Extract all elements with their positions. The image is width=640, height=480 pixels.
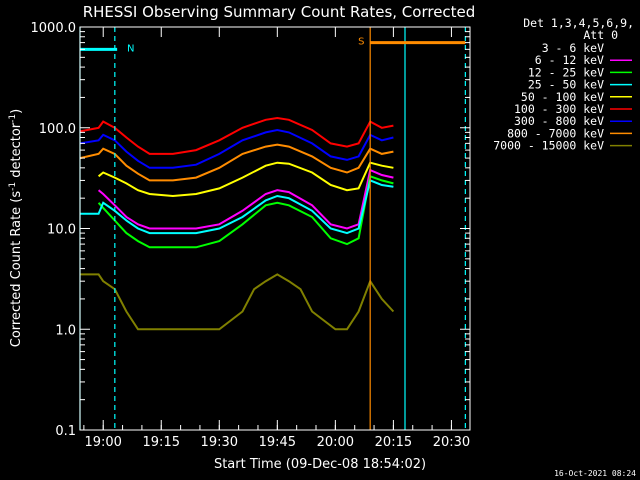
series-line (97, 168, 394, 230)
flag-label: S (358, 37, 364, 48)
legend-header-detectors: Det 1,3,4,5,6,9, (523, 16, 634, 30)
y-axis: 1000.0 100.0 10.0 1.0 0.1 (31, 21, 470, 439)
legend-header-attenuator: Att 0 (583, 28, 618, 42)
legend-entry-label: 25 - 50 keV (528, 78, 604, 92)
series-line (80, 179, 394, 235)
x-axis-label: Start Time (09-Dec-08 18:54:02) (214, 457, 426, 472)
x-tick-label: 19:00 (84, 435, 121, 450)
y-tick-label: 0.1 (55, 424, 76, 439)
series-line (97, 174, 394, 249)
x-tick-label: 20:15 (375, 435, 412, 450)
legend-entry-label: 7000 - 15000 keV (493, 139, 604, 153)
chart-title: RHESSI Observing Summary Count Rates, Co… (83, 3, 476, 21)
legend-entry-label: 100 - 300 keV (514, 102, 604, 116)
y-tick-label: 100.0 (39, 122, 76, 137)
x-tick-label: 20:30 (433, 435, 470, 450)
legend-entry-label: 300 - 800 keV (514, 114, 604, 128)
series-line (79, 143, 394, 182)
legend-entry-label: 3 - 6 keV (542, 41, 604, 55)
legend-entry-label: 6 - 12 keV (535, 53, 604, 67)
legend-entry-label: 50 - 100 keV (521, 90, 604, 104)
y-tick-label: 1000.0 (31, 21, 77, 36)
series-line (79, 116, 394, 155)
series-line (80, 273, 395, 331)
y-axis-label: Corrected Count Rate (s-1 detector-1) (8, 109, 24, 347)
flag-label: N (127, 43, 134, 54)
series-line (97, 161, 394, 198)
series-layer (79, 116, 395, 331)
footer-timestamp: 16-Oct-2021 08:24 (554, 469, 636, 478)
x-tick-label: 19:45 (259, 435, 296, 450)
y-axis-label-part3: ) (9, 109, 24, 114)
y-tick-label: 10.0 (47, 223, 76, 238)
y-tick-label: 1.0 (55, 323, 76, 338)
x-tick-label: 19:15 (143, 435, 180, 450)
x-tick-label: 20:00 (317, 435, 354, 450)
y-axis-label-sup1: -1 (8, 182, 18, 191)
legend-entry-label: 800 - 7000 keV (507, 126, 604, 140)
legend-entry-label: 12 - 25 keV (528, 65, 604, 79)
y-axis-label-sup2: -1 (8, 114, 18, 123)
y-axis-label-part1: Corrected Count Rate (s (9, 191, 24, 348)
x-tick-label: 19:30 (201, 435, 238, 450)
x-axis: 19:00 19:15 19:30 19:45 20:00 20:15 20:30 (83, 27, 470, 450)
series-line (97, 181, 394, 265)
y-axis-label-part2: detector (9, 122, 24, 182)
series-line (79, 128, 394, 169)
